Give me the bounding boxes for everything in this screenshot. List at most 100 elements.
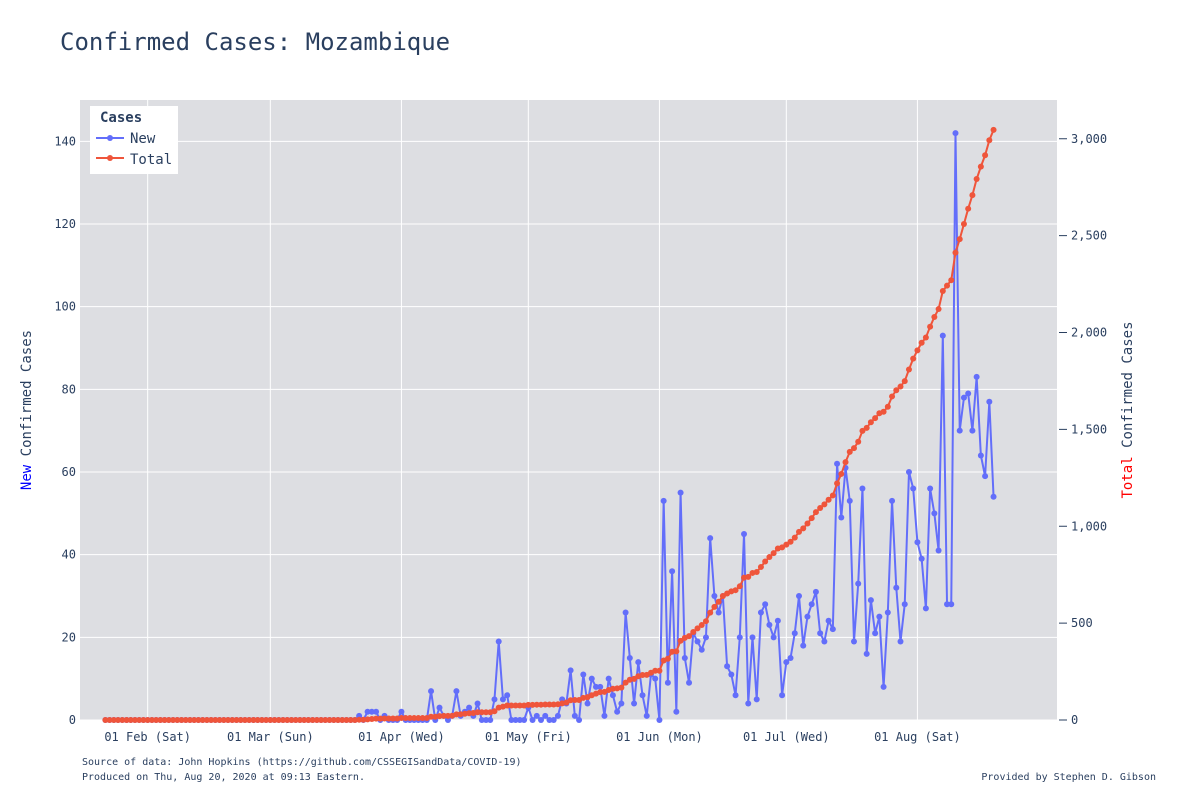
series-new-point[interactable]: [597, 683, 604, 690]
series-new-point[interactable]: [466, 704, 473, 711]
series-total-point[interactable]: [652, 667, 659, 674]
series-total-point[interactable]: [153, 717, 160, 723]
series-total-point[interactable]: [280, 717, 287, 723]
series-new-point[interactable]: [601, 712, 608, 719]
series-total-point[interactable]: [419, 715, 426, 722]
series-total-point[interactable]: [123, 717, 130, 723]
series-total-point[interactable]: [686, 633, 693, 640]
series-total-point[interactable]: [863, 424, 870, 431]
series-new-point[interactable]: [796, 593, 802, 599]
series-total-point[interactable]: [715, 598, 722, 605]
series-total-point[interactable]: [339, 717, 346, 723]
series-total-point[interactable]: [855, 438, 862, 445]
series-new-point[interactable]: [829, 626, 836, 633]
series-new-point[interactable]: [453, 688, 460, 695]
series-new-point[interactable]: [694, 638, 701, 645]
series-total-point[interactable]: [910, 355, 917, 362]
series-total-point[interactable]: [867, 419, 874, 426]
series-total-point[interactable]: [444, 712, 451, 719]
series-total-point[interactable]: [389, 715, 396, 722]
series-total-point[interactable]: [102, 717, 109, 723]
series-total-point[interactable]: [791, 534, 798, 541]
series-new-point[interactable]: [901, 601, 908, 608]
series-new-point[interactable]: [973, 373, 980, 380]
series-new-point[interactable]: [880, 683, 887, 690]
series-new-point[interactable]: [681, 655, 688, 661]
series-total-point[interactable]: [263, 717, 270, 723]
series-total-point[interactable]: [512, 702, 519, 709]
series-total-point[interactable]: [351, 717, 358, 723]
series-total-point[interactable]: [889, 393, 896, 400]
series-new-point[interactable]: [533, 712, 540, 719]
series-new-point[interactable]: [580, 671, 587, 678]
series-total-point[interactable]: [208, 717, 215, 723]
series-total-point[interactable]: [436, 713, 443, 720]
series-new-point[interactable]: [664, 679, 671, 686]
series-new-point[interactable]: [990, 493, 997, 500]
series-total-point[interactable]: [656, 667, 663, 674]
series-total-point[interactable]: [529, 701, 536, 708]
series-total-point[interactable]: [466, 710, 473, 717]
series-new-point[interactable]: [834, 460, 841, 467]
series-total-point[interactable]: [440, 712, 447, 719]
series-total-point[interactable]: [931, 314, 938, 320]
series-total-point[interactable]: [922, 334, 929, 341]
series-new-point[interactable]: [918, 555, 925, 562]
series-new-point[interactable]: [677, 489, 684, 496]
series-total-point[interactable]: [157, 717, 164, 723]
series-new-point[interactable]: [935, 547, 942, 554]
series-new-point[interactable]: [825, 617, 832, 624]
series-new-point[interactable]: [960, 394, 967, 401]
series-new-point[interactable]: [487, 717, 494, 723]
series-total-point[interactable]: [199, 717, 206, 723]
series-new-point[interactable]: [855, 580, 862, 587]
series-total-point[interactable]: [690, 629, 697, 636]
series-new-point[interactable]: [867, 597, 874, 604]
series-total-point[interactable]: [402, 715, 409, 722]
series-total-point[interactable]: [170, 717, 177, 723]
series-total-point[interactable]: [165, 717, 172, 723]
series-new-point[interactable]: [931, 510, 938, 517]
series-total-point[interactable]: [504, 702, 511, 709]
series-new-point[interactable]: [732, 692, 739, 699]
series-total-point[interactable]: [267, 717, 274, 723]
series-total-point[interactable]: [567, 697, 574, 704]
series-total-point[interactable]: [901, 378, 908, 385]
series-total-point[interactable]: [872, 415, 879, 422]
series-new-point[interactable]: [779, 692, 786, 699]
series-new-point[interactable]: [863, 650, 870, 657]
series-new-point[interactable]: [922, 605, 929, 612]
series-total-point[interactable]: [982, 152, 989, 159]
series-total-point[interactable]: [893, 387, 900, 394]
series-total-point[interactable]: [373, 715, 380, 722]
series-total-point[interactable]: [237, 717, 244, 723]
series-total-point[interactable]: [677, 637, 684, 644]
series-total-point[interactable]: [233, 717, 240, 723]
series-total-point[interactable]: [216, 717, 223, 723]
series-total-point[interactable]: [212, 717, 219, 723]
series-total-point[interactable]: [144, 717, 151, 723]
series-new-point[interactable]: [910, 485, 917, 492]
series-new-point[interactable]: [927, 485, 934, 492]
series-total-point[interactable]: [542, 701, 549, 708]
series-total-point[interactable]: [639, 672, 646, 679]
series-total-point[interactable]: [508, 702, 515, 709]
series-total-point[interactable]: [948, 277, 955, 284]
series-total-point[interactable]: [284, 717, 291, 723]
series-new-point[interactable]: [800, 642, 807, 649]
series-total-point[interactable]: [174, 717, 181, 723]
series-total-point[interactable]: [271, 717, 278, 723]
series-total-point[interactable]: [411, 715, 418, 722]
series-total-point[interactable]: [622, 679, 629, 686]
series-total-point[interactable]: [241, 717, 248, 723]
series-new-point[interactable]: [605, 675, 612, 682]
series-new-point[interactable]: [766, 621, 773, 628]
series-new-point[interactable]: [956, 427, 963, 434]
series-total-point[interactable]: [990, 126, 997, 133]
series-new-point[interactable]: [554, 712, 561, 719]
series-total-point[interactable]: [757, 563, 764, 570]
series-total-point[interactable]: [986, 137, 993, 144]
series-new-point[interactable]: [914, 539, 921, 546]
series-total-point[interactable]: [415, 715, 422, 722]
series-new-point[interactable]: [741, 531, 748, 537]
